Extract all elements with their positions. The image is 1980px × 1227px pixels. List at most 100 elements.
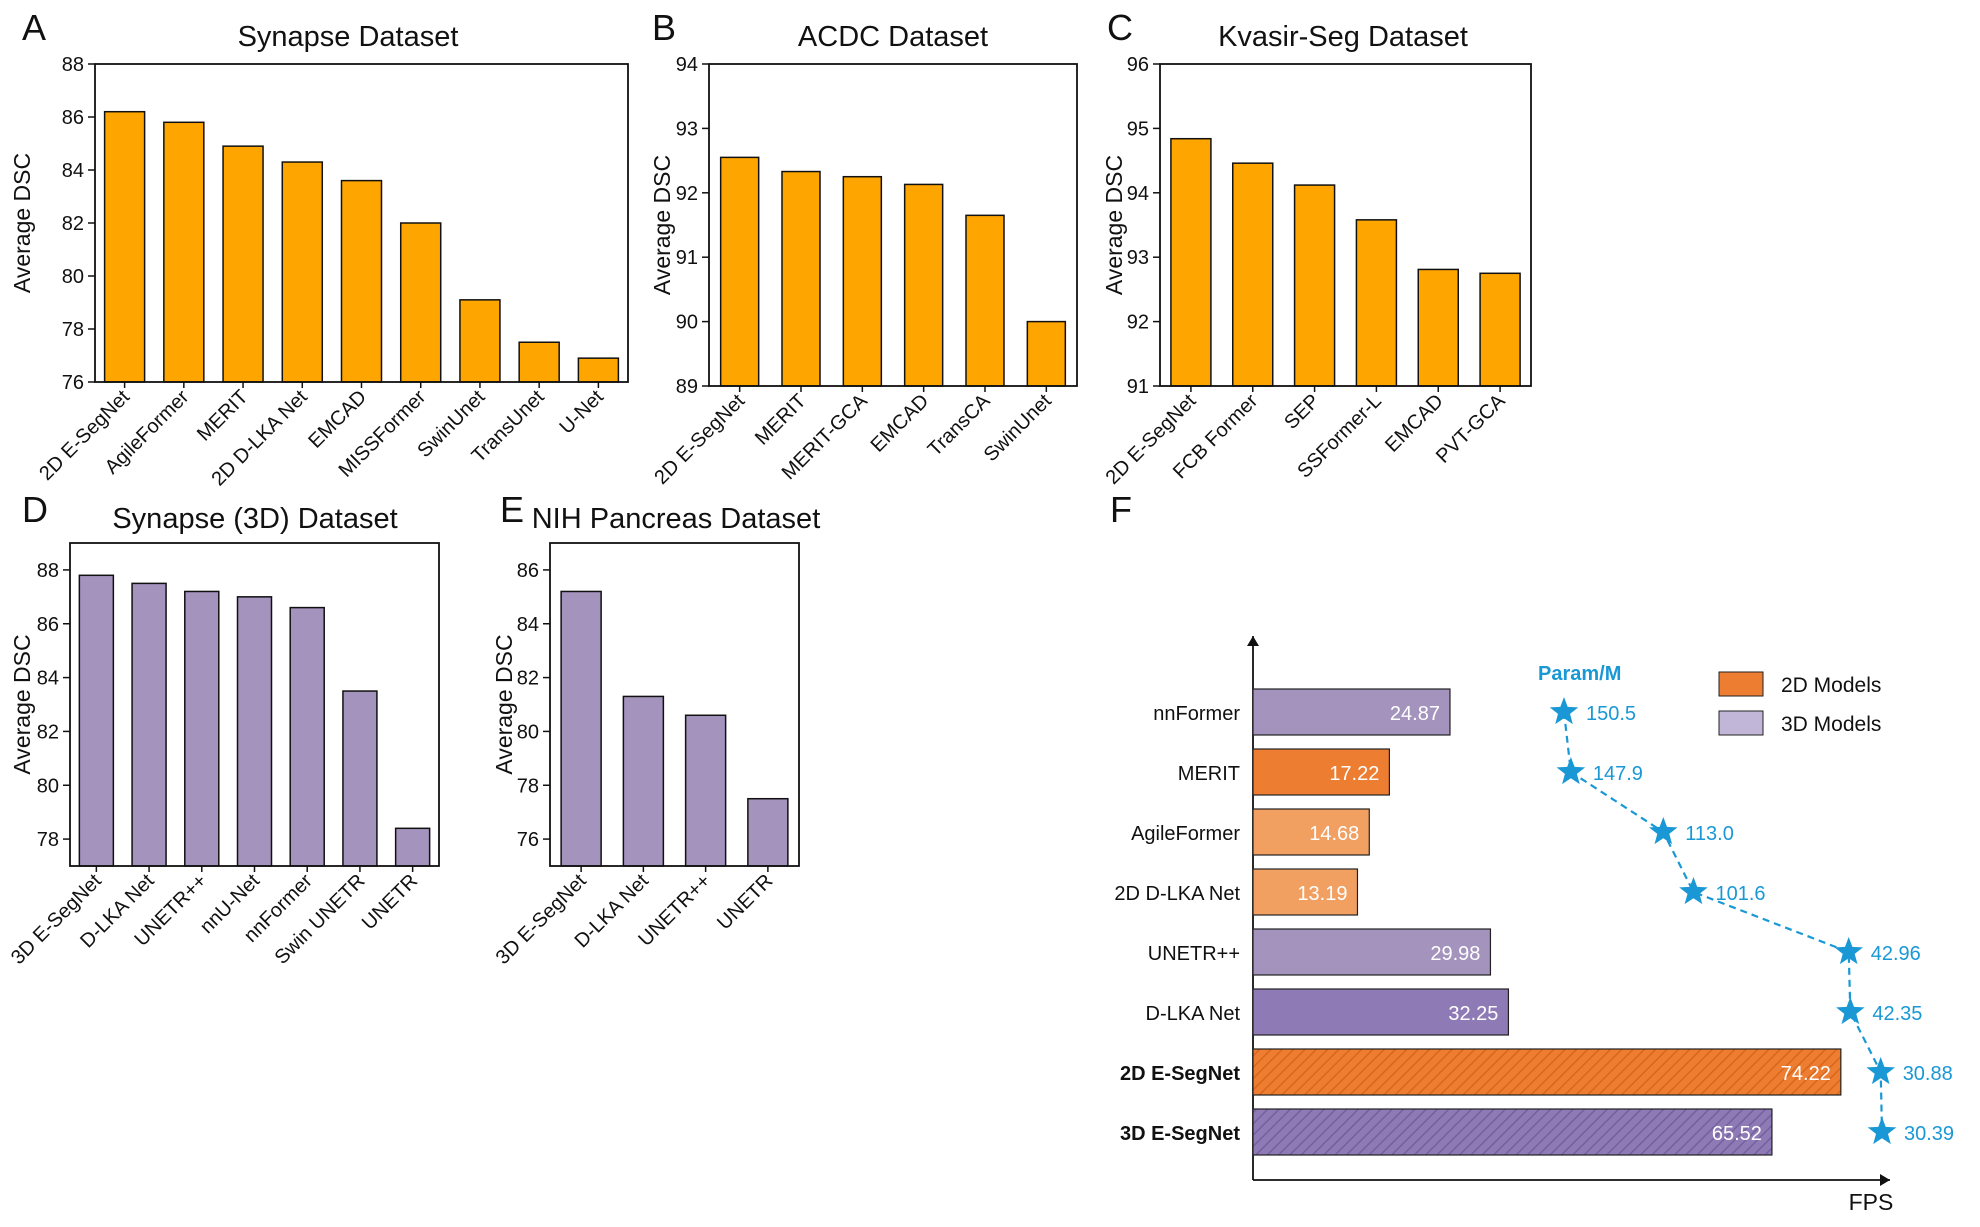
x-tick-label: 3D E-SegNet: [492, 870, 591, 969]
bar: [577, 357, 620, 383]
hbar: [1252, 688, 1451, 736]
legend-swatch-3d: [1718, 710, 1764, 736]
fps-value-label: 32.25: [1448, 1003, 1498, 1025]
y-tick-label: 80: [62, 266, 84, 288]
bar: [747, 797, 789, 867]
y-tick-label: 82: [62, 213, 84, 235]
x-axis-arrow: [1880, 1174, 1890, 1186]
param-star-icon: [1866, 1057, 1895, 1085]
param-value-label: 30.39: [1904, 1123, 1954, 1145]
bar: [222, 145, 264, 383]
param-star-icon: [1867, 1117, 1897, 1145]
bar: [394, 827, 431, 867]
bar: [622, 695, 665, 867]
y-axis-label: Average DSC: [491, 634, 517, 774]
x-tick-label: EMCAD: [867, 390, 934, 457]
hbar: [1252, 748, 1390, 796]
panel-letter: C: [1107, 7, 1133, 48]
bar: [965, 214, 1005, 387]
hbar: [1252, 928, 1492, 976]
panel-e: E NIH Pancreas Dataset Average DSC 76 78 80 82…: [491, 489, 820, 969]
x-tick-label: U-Net: [555, 386, 608, 439]
bar: [1479, 272, 1521, 387]
y-axis-label: Average DSC: [649, 155, 675, 295]
x-tick-label: PVT-GCA: [1432, 390, 1510, 468]
bar: [518, 341, 560, 383]
y-axis-label: Average DSC: [1101, 155, 1127, 295]
y-tick-label: 93: [1127, 247, 1149, 269]
chart-title: NIH Pancreas Dataset: [532, 503, 821, 535]
param-star-icon: [1836, 997, 1865, 1025]
x-tick-label: MERIT: [751, 390, 811, 450]
y-tick-label: 78: [517, 775, 539, 797]
y-tick-label: 94: [676, 54, 698, 76]
param-star-icon: [1679, 877, 1708, 905]
x-tick-label: SwinUnet: [980, 390, 1056, 466]
y-tick-label: 90: [676, 312, 698, 334]
x-axis-label: FPS: [1849, 1189, 1894, 1215]
fps-value-label: 65.52: [1712, 1123, 1762, 1145]
y-tick-label: 86: [62, 107, 84, 129]
y-axis-label: Average DSC: [9, 634, 35, 774]
plot-frame: [94, 63, 629, 383]
bar: [399, 222, 442, 383]
panel-letter: D: [22, 489, 48, 530]
chart-title: Synapse (3D) Dataset: [112, 503, 397, 535]
y-tick-label: 86: [37, 614, 59, 636]
fps-value-label: 24.87: [1390, 703, 1440, 725]
param-value-label: 147.9: [1593, 763, 1643, 785]
bar: [1355, 219, 1398, 387]
plot-frame: [1159, 63, 1532, 387]
bar: [903, 183, 944, 387]
model-label: MERIT: [1178, 763, 1240, 785]
bar: [1026, 320, 1067, 387]
panel-letter: A: [22, 7, 46, 48]
panel-letter: B: [652, 7, 676, 48]
param-star-icon: [1834, 937, 1863, 965]
y-tick-label: 89: [676, 376, 698, 398]
param-value-label: 42.35: [1872, 1003, 1922, 1025]
panel-a: A Synapse Dataset Average DSC 76 78 80 82 84 86 8…: [9, 7, 629, 490]
y-tick-label: 76: [517, 829, 539, 851]
bar: [342, 690, 378, 867]
fps-value-label: 13.19: [1297, 883, 1347, 905]
panel-c: C Kvasir-Seg Dataset Average DSC 91 92 93 94 95…: [1101, 7, 1532, 489]
y-axis-arrow: [1247, 636, 1259, 646]
hbar: [1252, 988, 1510, 1036]
model-label: D-LKA Net: [1146, 1003, 1241, 1025]
bar: [684, 714, 727, 867]
bar: [131, 582, 167, 867]
panel-f: F FPS 24.87 nnFormer 17.22 MERIT 14.68 AgileFor…: [1110, 489, 1954, 1215]
y-tick-label: 80: [517, 721, 539, 743]
bar: [184, 590, 220, 867]
param-value-label: 42.96: [1871, 943, 1921, 965]
panel-b: B ACDC Dataset Average DSC 89 90 91 92 93 94 2D E…: [649, 7, 1078, 489]
y-tick-label: 82: [517, 668, 539, 690]
bar: [340, 179, 383, 383]
fps-value-label: 29.98: [1430, 943, 1480, 965]
y-tick-label: 95: [1127, 118, 1149, 140]
y-tick-label: 93: [676, 118, 698, 140]
bar: [1293, 184, 1336, 387]
hbar: [1252, 868, 1359, 916]
bar: [1232, 162, 1274, 387]
bar: [719, 156, 760, 387]
x-tick-label: SEP: [1280, 390, 1324, 434]
bar: [459, 299, 501, 383]
chart-title: ACDC Dataset: [798, 21, 988, 53]
hbar: [1252, 1108, 1773, 1156]
hbar: [1252, 808, 1370, 856]
y-tick-label: 91: [676, 247, 698, 269]
y-tick-label: 91: [1127, 376, 1149, 398]
fps-value-label: 14.68: [1309, 823, 1359, 845]
plot-frame: [549, 542, 800, 867]
bar: [1417, 268, 1459, 387]
bar: [289, 606, 325, 867]
y-tick-label: 80: [37, 775, 59, 797]
y-tick-label: 78: [37, 829, 59, 851]
fps-value-label: 17.22: [1329, 763, 1379, 785]
param-value-label: 101.6: [1715, 883, 1765, 905]
y-tick-label: 92: [676, 183, 698, 205]
bar: [281, 161, 324, 383]
bar: [78, 574, 115, 867]
